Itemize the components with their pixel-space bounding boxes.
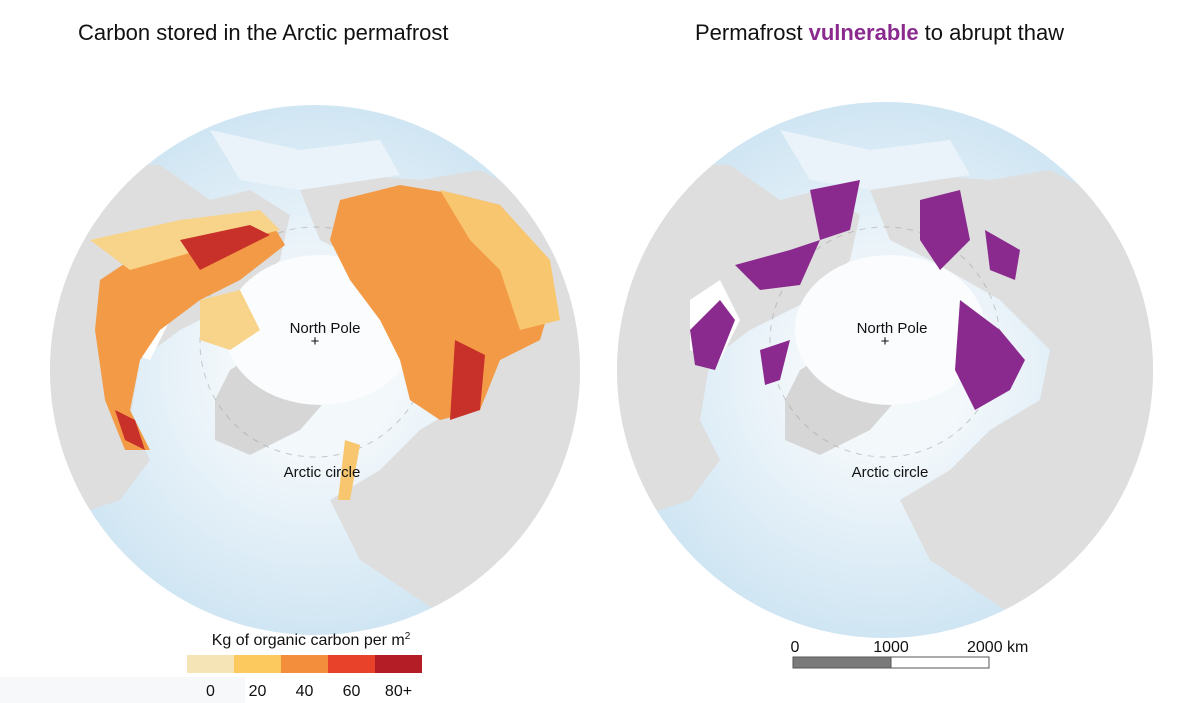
scale-label: 1000: [873, 639, 909, 656]
region: [440, 190, 560, 330]
region: [200, 290, 260, 350]
legend-swatch: [281, 655, 328, 673]
pole-marker: +: [311, 333, 320, 350]
scale-label: 0: [791, 639, 800, 656]
legend-label: 60: [343, 683, 361, 700]
right-map: [617, 102, 1153, 638]
region: [690, 300, 735, 370]
legend-label: 40: [296, 683, 314, 700]
legend-swatch: [234, 655, 281, 673]
legend-title-sup: 2: [405, 631, 411, 642]
title-part: Permafrost: [695, 20, 803, 45]
region: [760, 340, 790, 385]
left-map: [50, 105, 580, 635]
region: [955, 300, 1025, 410]
region: [338, 440, 360, 500]
title-part: to abrupt thaw: [924, 20, 1065, 45]
legend-label: 0: [206, 683, 215, 700]
place-label: North Pole: [857, 320, 928, 337]
region: [180, 225, 270, 270]
region: [115, 410, 145, 450]
place-label: North Pole: [290, 320, 361, 337]
legend-label: 80+: [385, 683, 412, 700]
left-map-title: Carbon stored in the Arctic permafrost: [78, 20, 449, 45]
region: [985, 230, 1020, 280]
legend-label: 20: [249, 683, 267, 700]
scale-label: 2000 km: [967, 639, 1028, 656]
title-highlight: vulnerable: [808, 20, 919, 45]
region: [95, 220, 285, 450]
region: [735, 240, 820, 290]
legend-title: Kg of organic carbon per m2: [212, 631, 411, 649]
background-strip: [0, 677, 245, 703]
region: [450, 340, 485, 420]
legend-swatch: [375, 655, 422, 673]
scale-segment: [792, 656, 892, 669]
scale-segment: [890, 656, 990, 669]
legend-swatch: [187, 655, 234, 673]
region: [810, 180, 860, 240]
legend-title-text: Kg of organic carbon per m: [212, 632, 405, 649]
right-map-title: Permafrost vulnerable to abrupt thaw: [695, 20, 1064, 46]
legend: 0 20 40 60 80+: [187, 655, 422, 700]
region: [920, 190, 970, 270]
scale-bar: 0 1000 2000 km: [791, 639, 1028, 669]
pole-marker: +: [881, 333, 890, 350]
place-label: Arctic circle: [852, 464, 929, 481]
place-label: Arctic circle: [284, 464, 361, 481]
legend-swatch: [328, 655, 375, 673]
